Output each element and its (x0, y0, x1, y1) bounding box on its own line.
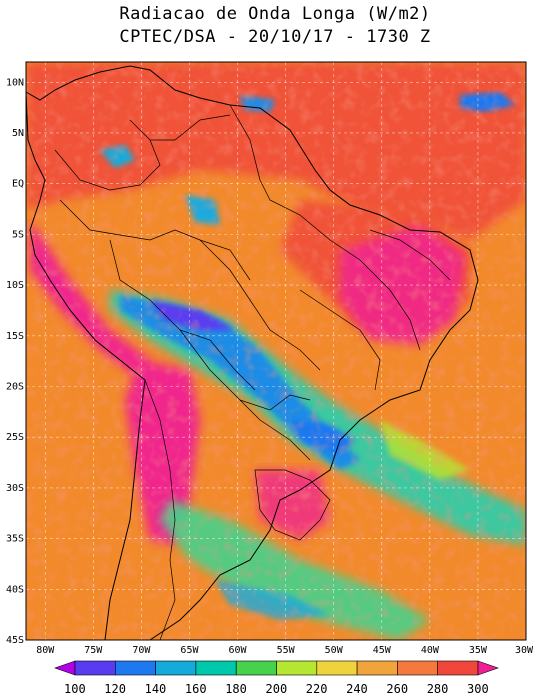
colorbar-segment (54, 660, 76, 676)
latitude-label: 45S (6, 635, 24, 646)
latitude-label: 20S (6, 381, 24, 392)
coastline (25, 65, 479, 641)
country-borders (54, 104, 451, 641)
colorbar-segment (195, 660, 237, 676)
latitude-labels: 10N 5N EQ 5S 10S 15S 20S 25S 30S 35S 40S 45S (6, 77, 24, 646)
longitude-labels: 80W 75W 70W 65W 60W 55W 50W 45W 40W 35W 30W (36, 645, 534, 656)
colorbar-label: 180 (225, 682, 247, 696)
colorbar-segment (316, 660, 358, 676)
latitude-label: 10S (6, 280, 24, 291)
longitude-label: 65W (180, 645, 199, 656)
map-subtitle: CPTEC/DSA - 20/10/17 - 1730 Z (119, 27, 431, 47)
olr-field (26, 62, 526, 640)
colorbar-label: 140 (144, 682, 167, 696)
colorbar-label: 200 (265, 682, 288, 696)
longitude-label: 30W (515, 645, 534, 656)
colorbar-segment (477, 660, 499, 676)
colorbar-label: 100 (64, 682, 86, 696)
longitude-label: 45W (373, 645, 392, 656)
colorbar-segment (276, 660, 318, 676)
latitude-label: 15S (6, 331, 24, 342)
longitude-label: 75W (84, 645, 103, 656)
colorbar-label: 220 (305, 682, 328, 696)
colorbar-segment (74, 660, 116, 676)
colorbar (54, 660, 499, 676)
longitude-label: 50W (325, 645, 344, 656)
colorbar-segment (115, 660, 156, 676)
colorbar-label: 260 (386, 682, 409, 696)
latitude-label: 5N (12, 128, 24, 139)
longitude-label: 55W (277, 645, 296, 656)
colorbar-label: 240 (346, 682, 368, 696)
longitude-label: 80W (36, 645, 55, 656)
latitude-label: 25S (6, 432, 24, 443)
colorbar-segment (235, 660, 277, 676)
latitude-label: EQ (12, 179, 24, 190)
colorbar-segment (356, 660, 398, 676)
longitude-label: 35W (469, 645, 488, 656)
colorbar-segment (155, 660, 197, 676)
colorbar-label: 160 (184, 682, 207, 696)
latitude-label: 5S (12, 229, 24, 240)
map-border (25, 61, 527, 641)
graticule (26, 62, 526, 640)
colorbar-label: 120 (104, 682, 126, 696)
latitude-label: 35S (6, 534, 24, 545)
longitude-label: 60W (229, 645, 248, 656)
latitude-label: 40S (6, 584, 24, 595)
longitude-label: 70W (132, 645, 151, 656)
colorbar-segment (437, 660, 479, 676)
colorbar-label: 300 (467, 682, 489, 696)
longitude-label: 40W (421, 645, 440, 656)
latitude-label: 30S (6, 483, 24, 494)
colorbar-segment (397, 660, 438, 676)
latitude-label: 10N (6, 77, 24, 88)
map-title: Radiacao de Onda Longa (W/m2) (119, 4, 431, 24)
colorbar-label: 280 (426, 682, 449, 696)
